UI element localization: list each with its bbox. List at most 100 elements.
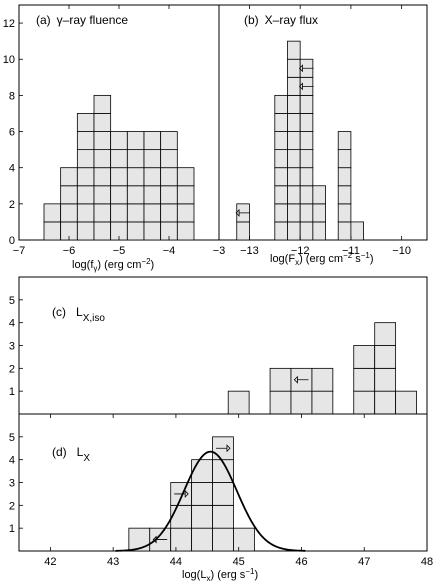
panel-c-bar-2-unit-0: [290, 390, 313, 415]
panel-a-bar-0-unit-0: [43, 221, 62, 241]
panel-b-limit-arrow-1: [298, 64, 314, 73]
panel-a-bar-4-unit-5: [110, 131, 128, 151]
panel-b-bar-2-unit-4: [287, 149, 301, 169]
panel-a-bar-3-unit-7: [93, 94, 112, 114]
panel-b-bar-5-unit-1: [337, 203, 352, 223]
panel-b-bar-2-unit-7: [287, 94, 301, 114]
panel-a-bar-8-unit-2: [176, 185, 195, 205]
panel-c-bar-0-unit-0: [227, 390, 250, 415]
panel-b-limit-arrow-0: [235, 208, 251, 217]
panel-b-bar-5-unit-2: [337, 185, 352, 205]
panel-a-bar-4-unit-1: [110, 203, 128, 223]
panel-a-bar-2-unit-2: [76, 185, 95, 205]
panel-a-bar-0-unit-1: [43, 203, 62, 223]
panel-a-xtick-label-1: −6: [63, 245, 76, 257]
panel-a-bar-7-unit-1: [160, 203, 178, 223]
panel-a-bar-7-unit-3: [160, 167, 178, 187]
panel-b-bar-3-unit-4: [299, 149, 314, 169]
panel-a-ytick-label-0: 0: [9, 235, 15, 247]
panel-d-ytick-label-1: 2: [9, 500, 15, 512]
panel-d-limit-arrow-2: [215, 444, 231, 453]
panel-a-bar-3-unit-5: [93, 131, 112, 151]
panel-a-bar-2-unit-6: [76, 113, 95, 132]
panel-a-xtick-label-0: −7: [13, 245, 26, 257]
panel-d-bars: [128, 436, 255, 552]
panel-d-bar-4-unit-0: [212, 527, 234, 552]
panel-c-title: (c) LX,iso: [52, 305, 105, 324]
panel-c-yticks: 1 2 3 4 5: [9, 295, 23, 398]
panel-d-bar-3-unit-2: [191, 482, 213, 506]
panel-b-xtick-label-3: −10: [392, 245, 411, 257]
panel-c-bar-5-unit-3: [374, 322, 397, 346]
panel-b-bar-1-unit-5: [274, 131, 288, 151]
panel-a-bar-2-unit-3: [76, 167, 95, 187]
panel-c-bar-1-unit-0: [269, 390, 292, 415]
panel-a-bar-5-unit-2: [126, 185, 145, 205]
panel-c-bar-3-unit-1: [311, 367, 334, 392]
panel-d-ytick-label-2: 3: [9, 478, 15, 490]
panel-a-bar-6-unit-0: [143, 221, 162, 241]
panel-d-bar-2-unit-0: [170, 527, 193, 552]
panel-b-bar-4-unit-0: [312, 221, 326, 241]
panel-a-bar-1-unit-3: [60, 167, 78, 187]
panel-d-bar-3-unit-0: [191, 527, 213, 552]
panel-b-bar-3-unit-5: [299, 131, 314, 151]
panel-c-limit-arrow-0: [293, 375, 309, 384]
panel-b-bar-5-unit-5: [337, 131, 352, 151]
panel-a-bar-7-unit-2: [160, 185, 178, 205]
panel-a-bar-7-unit-5: [160, 131, 178, 151]
panel-b-bar-1-unit-6: [274, 113, 288, 132]
panel-d-ytick-label-4: 5: [9, 432, 15, 444]
panel-b-bar-0-unit-0: [236, 221, 250, 241]
panel-a-bar-2-unit-0: [76, 221, 95, 241]
panel-b-bar-1-unit-3: [274, 167, 288, 187]
panel-b-xtick-label-1: −12: [291, 245, 310, 257]
panel-c-bar-3-unit-0: [311, 390, 334, 415]
panel-c-bar-1-unit-1: [269, 367, 292, 392]
panel-b-bar-2-unit-6: [287, 113, 301, 132]
panel-a-bar-5-unit-5: [126, 131, 145, 151]
panel-c-bar-5-unit-1: [374, 367, 397, 392]
panel-a-bar-6-unit-4: [143, 149, 162, 169]
panel-a-bar-4-unit-3: [110, 167, 128, 187]
panel-b-bar-1-unit-4: [274, 149, 288, 169]
panel-c-ytick-label-4: 5: [9, 295, 15, 307]
panel-a-bar-3-unit-1: [93, 203, 112, 223]
panel-a-xtick-label-4: −3: [213, 245, 226, 257]
panel-c-bars: [227, 322, 417, 415]
panel-c-ytick-label-0: 1: [9, 386, 15, 398]
panel-a-xtick-label-3: −4: [163, 245, 176, 257]
panel-b-bar-4-unit-2: [312, 185, 326, 205]
panel-a-yticks: 0 2 4 6 8 10 12: [3, 18, 23, 247]
panel-b-bar-6-unit-0: [350, 221, 364, 241]
panel-b-bar-2-unit-5: [287, 131, 301, 151]
panel-a-bar-2-unit-1: [76, 203, 95, 223]
panel-d-yticks: 1 2 3 4 5: [9, 432, 23, 535]
panel-b-bar-2-unit-2: [287, 185, 301, 205]
panel-a-bar-2-unit-5: [76, 131, 95, 151]
panel-c-ytick-label-3: 4: [9, 318, 15, 330]
panel-a-bar-2-unit-4: [76, 149, 95, 169]
panel-d-xtick-label-5: 47: [358, 556, 370, 568]
panel-d-xtick-label-6: 48: [421, 556, 433, 568]
panel-c-bar-4-unit-1: [353, 367, 376, 392]
panel-a-ytick-label-1: 2: [9, 199, 15, 211]
panel-d-xlabel: log(Lx) (erg s−1): [182, 567, 258, 583]
panel-b-bar-1-unit-1: [274, 203, 288, 223]
panel-b-title: (b) X–ray flux: [244, 13, 318, 27]
panel-a-ytick-label-3: 6: [9, 127, 15, 139]
panel-b-bar-3-unit-6: [299, 113, 314, 132]
panel-d-bar-3-unit-1: [191, 504, 213, 529]
panel-b-xtick-label-2: −11: [342, 245, 360, 257]
panel-c-ytick-label-2: 3: [9, 341, 15, 353]
panel-a-bar-3-unit-0: [93, 221, 112, 241]
panel-d-bar-4-unit-2: [212, 482, 234, 506]
panel-a-bar-6-unit-3: [143, 167, 162, 187]
panel-b-xticks: −13 −12 −11 −10: [240, 5, 411, 257]
panel-b-bar-4-unit-1: [312, 203, 326, 223]
panel-c-bar-5-unit-0: [374, 390, 397, 415]
panel-d-ytick-label-0: 1: [9, 523, 15, 535]
panel-a-bar-5-unit-4: [126, 149, 145, 169]
panel-d-xtick-label-3: 45: [233, 556, 245, 568]
